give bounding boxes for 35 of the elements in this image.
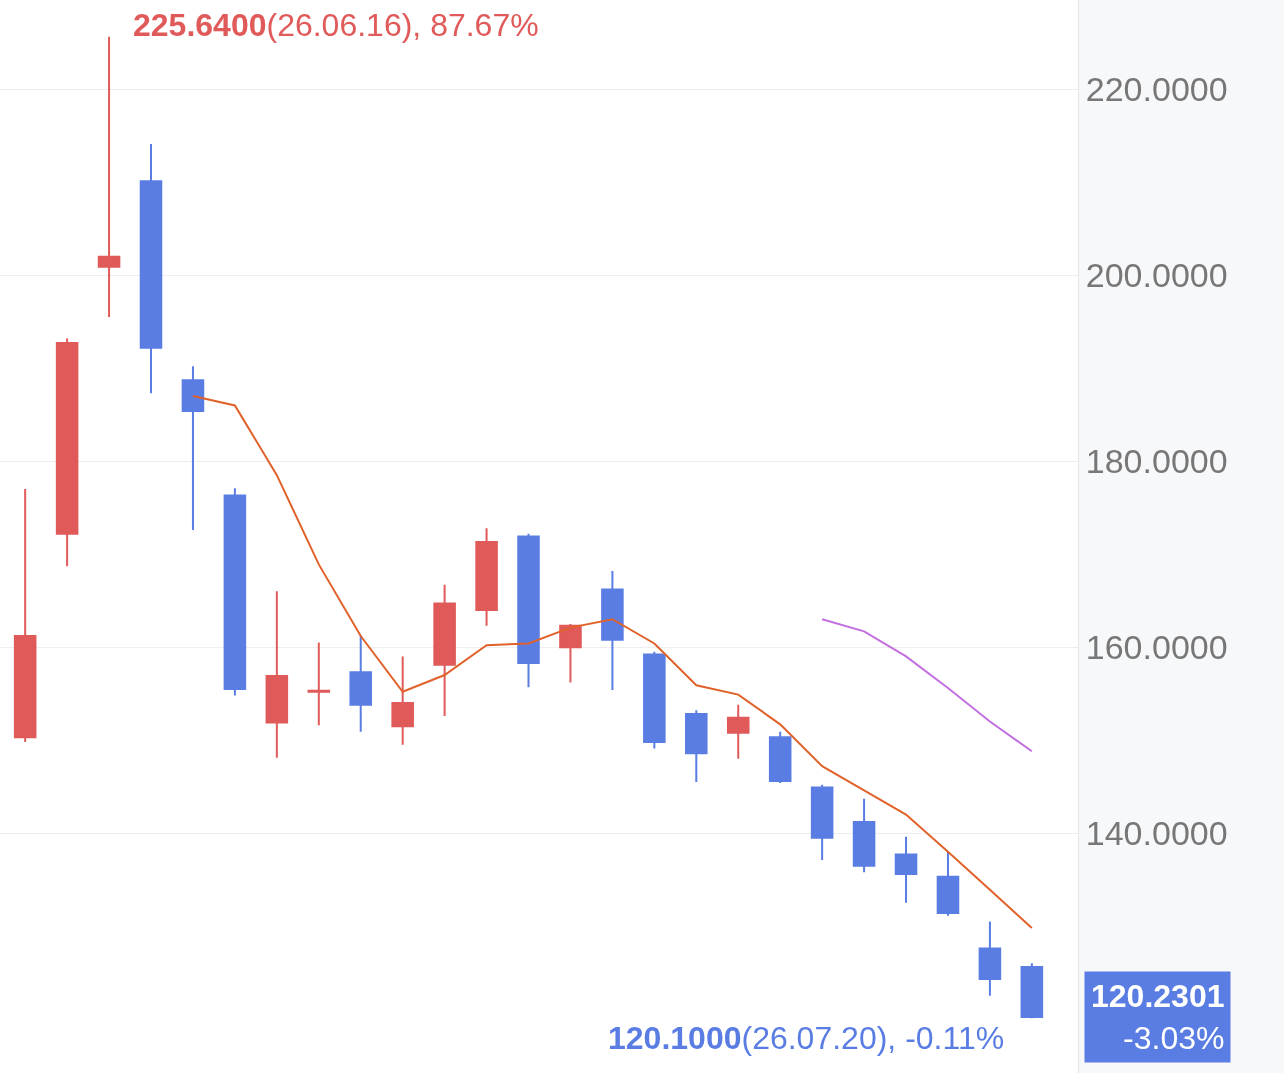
candlestick xyxy=(475,527,498,627)
candlestick xyxy=(978,920,1002,997)
candlestick xyxy=(97,35,121,319)
candlestick xyxy=(55,337,79,568)
candlestick xyxy=(936,850,960,917)
line-series xyxy=(821,618,1033,753)
candlestick xyxy=(685,709,708,783)
candlestick xyxy=(223,487,247,697)
candlestick xyxy=(517,532,540,689)
text: 120.2301 -3.03% xyxy=(1091,978,1225,1056)
y-tick-label: 200.0000 xyxy=(1085,256,1228,295)
candlestick xyxy=(349,634,373,733)
candlestick xyxy=(307,641,331,727)
candlestick xyxy=(139,143,163,395)
candlestick xyxy=(13,488,37,743)
y-tick-label: 140.0000 xyxy=(1085,814,1228,853)
candlestick xyxy=(726,703,750,760)
candlestick xyxy=(559,622,582,684)
candlestick xyxy=(601,569,624,691)
candlestick xyxy=(265,590,289,759)
y-tick-label: 180.0000 xyxy=(1085,442,1228,481)
candlestick xyxy=(391,655,414,746)
candlestick xyxy=(894,835,918,904)
candlestick xyxy=(433,583,456,717)
candlestick xyxy=(181,365,205,531)
candlestick xyxy=(852,797,876,874)
y-tick-label: 160.0000 xyxy=(1085,628,1228,667)
y-tick-label: 220.0000 xyxy=(1085,70,1228,109)
line-series xyxy=(191,395,1033,929)
candlestick xyxy=(810,783,834,862)
candlestick xyxy=(643,650,666,750)
annotation: 225.6400(26.06.16), 87.67% xyxy=(133,7,539,43)
candlestick xyxy=(1020,962,1044,1020)
annotation: 120.1000(26.07.20), -0.11% xyxy=(608,1020,1005,1056)
candlestick xyxy=(768,730,792,784)
